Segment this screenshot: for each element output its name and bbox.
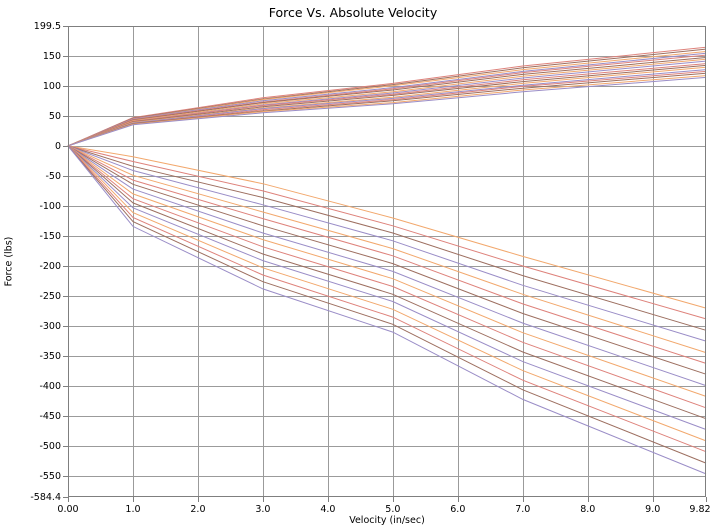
x-tick-label: 5.0 (385, 504, 401, 515)
y-tick-label: -500 (39, 441, 61, 453)
y-tick-label: -250 (39, 291, 61, 303)
x-tick-label: 4.0 (320, 504, 336, 515)
y-tick-label: 100 (42, 80, 61, 92)
y-tick-label: -400 (39, 381, 61, 393)
force-curve-rebound-16 (67, 145, 707, 475)
y-tick-label: -150 (39, 230, 61, 242)
y-tick-label: 0 (54, 140, 61, 152)
force-curve-rebound-07 (67, 145, 707, 375)
y-tick-label: -300 (39, 321, 61, 333)
x-tick-label: 8.0 (580, 504, 596, 515)
x-tick-label: 6.0 (450, 504, 466, 515)
x-tick-label: 9.0 (645, 504, 661, 515)
force-curve-rebound-04 (67, 145, 707, 342)
y-tick-label: -550 (39, 471, 61, 483)
y-tick-label: 150 (42, 50, 61, 62)
force-curve-rebound-01 (67, 145, 707, 309)
x-axis-title: Velocity (in/sec) (349, 515, 425, 526)
force-curve-compression-13 (67, 70, 707, 147)
force-curve-rebound-10 (67, 145, 707, 409)
chart-title: Force Vs. Absolute Velocity (268, 5, 438, 20)
force-curve-rebound-09 (67, 145, 707, 397)
y-tick-label: 199.5 (33, 21, 61, 32)
y-tick-label: -50 (45, 170, 61, 182)
y-tick-label: 50 (48, 110, 61, 122)
y-axis-title: Force (lbs) (3, 236, 15, 287)
y-tick-label: -450 (39, 411, 61, 423)
x-tick-label: 3.0 (255, 504, 271, 515)
force-curve-rebound-14 (67, 145, 707, 453)
y-tick-label: -100 (39, 200, 61, 212)
y-tick-label: -350 (39, 351, 61, 363)
x-tick-label: 9.82 (689, 504, 711, 515)
force-curve-rebound-13 (67, 145, 707, 442)
force-curve-rebound-02 (67, 145, 707, 320)
plot-canvas (63, 26, 707, 502)
plot-area (63, 26, 707, 502)
y-tick-label: -200 (39, 261, 61, 273)
force-curve-rebound-03 (67, 145, 707, 331)
x-tick-label: 0.00 (57, 504, 79, 515)
force-curve-rebound-12 (67, 145, 707, 430)
force-curve-rebound-15 (67, 145, 707, 464)
force-curve-rebound-11 (67, 145, 707, 420)
force-curve-rebound-06 (67, 145, 707, 364)
force-curve-compression-01 (67, 46, 707, 147)
x-tick-label: 1.0 (125, 504, 141, 515)
y-tick-label: -584.4 (30, 492, 61, 503)
x-tick-label: 2.0 (190, 504, 206, 515)
x-tick-label: 7.0 (515, 504, 531, 515)
force-curve-rebound-05 (67, 145, 707, 354)
force-curve-rebound-08 (67, 145, 707, 387)
force-curve-compression-16 (67, 76, 707, 147)
plot-border (68, 26, 706, 497)
